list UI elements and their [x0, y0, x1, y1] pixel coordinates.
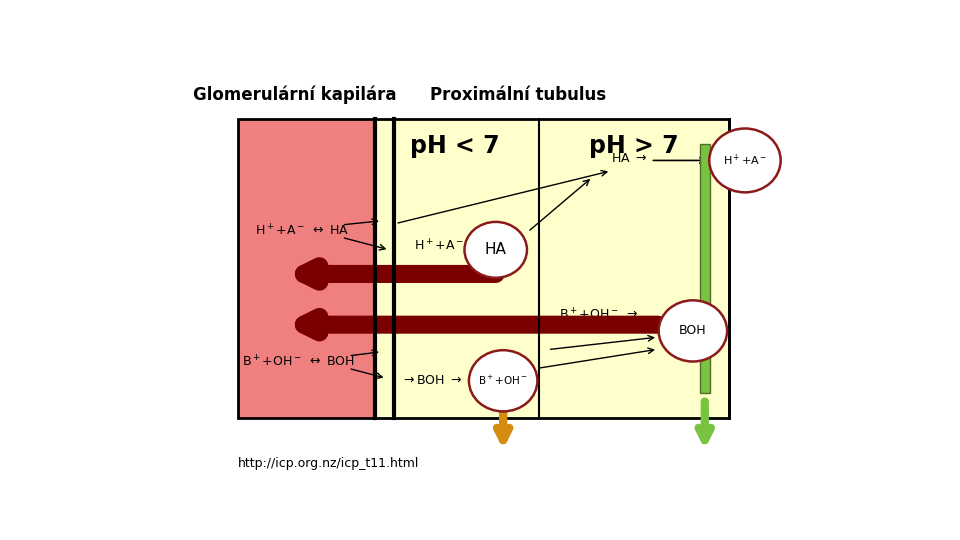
Bar: [700, 144, 710, 393]
Text: pH < 7: pH < 7: [410, 134, 499, 158]
Ellipse shape: [468, 350, 538, 411]
Text: B$^+$+OH$^-$ $\leftrightarrow$ BOH: B$^+$+OH$^-$ $\leftrightarrow$ BOH: [242, 354, 355, 370]
Ellipse shape: [659, 300, 727, 361]
Ellipse shape: [709, 129, 780, 192]
Text: B$^+$+OH$^-$ $\rightarrow$: B$^+$+OH$^-$ $\rightarrow$: [559, 307, 638, 323]
Ellipse shape: [465, 222, 527, 278]
Text: H$^+$+A$^-$ $\leftrightarrow$ HA: H$^+$+A$^-$ $\leftrightarrow$ HA: [255, 224, 349, 239]
Text: http://icp.org.nz/icp_t11.html: http://icp.org.nz/icp_t11.html: [237, 457, 419, 470]
Text: HA: HA: [485, 242, 507, 258]
Text: $\rightarrow$BOH $\rightarrow$: $\rightarrow$BOH $\rightarrow$: [401, 374, 463, 387]
Text: Proximální tubulus: Proximální tubulus: [430, 86, 606, 104]
Bar: [237, 119, 375, 418]
Text: B$^+$+OH$^-$: B$^+$+OH$^-$: [478, 374, 528, 387]
Text: pH > 7: pH > 7: [588, 134, 678, 158]
Text: BOH: BOH: [679, 325, 707, 338]
Text: H$^+$+A$^-$: H$^+$+A$^-$: [723, 153, 767, 168]
Text: HA $\rightarrow$: HA $\rightarrow$: [611, 152, 647, 165]
Bar: [375, 119, 729, 418]
Text: Glomerulární kapilára: Glomerulární kapilára: [193, 85, 396, 104]
Text: H$^+$+A$^-$ $\rightarrow$: H$^+$+A$^-$ $\rightarrow$: [414, 238, 483, 253]
